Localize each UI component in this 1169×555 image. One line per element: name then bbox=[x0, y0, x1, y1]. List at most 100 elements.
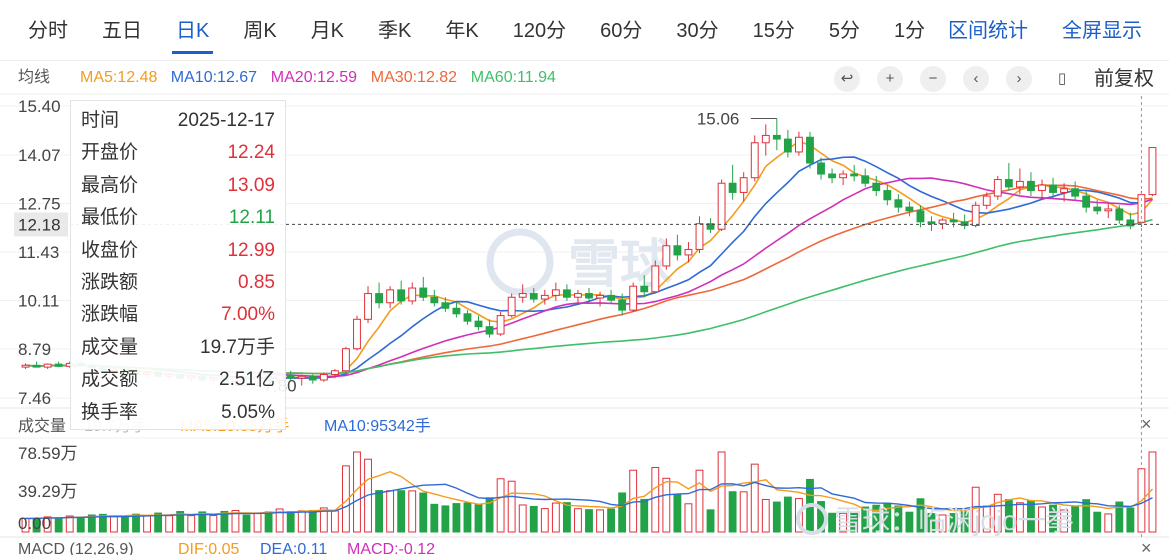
candle[interactable] bbox=[673, 234, 682, 261]
candle[interactable] bbox=[1093, 199, 1102, 215]
candle[interactable] bbox=[993, 175, 1002, 200]
candle[interactable] bbox=[1027, 172, 1035, 197]
candle[interactable] bbox=[319, 372, 328, 382]
candle[interactable] bbox=[629, 282, 638, 312]
tab-8[interactable]: 60分 bbox=[600, 20, 643, 42]
candle[interactable] bbox=[1004, 163, 1013, 191]
tab-6[interactable]: 年K bbox=[445, 20, 479, 42]
tab-3[interactable]: 周K bbox=[243, 20, 277, 42]
candle[interactable] bbox=[817, 157, 825, 180]
candle[interactable] bbox=[1049, 177, 1057, 198]
candle[interactable] bbox=[960, 214, 969, 230]
candle[interactable] bbox=[1115, 205, 1124, 224]
close-volume-icon[interactable]: × bbox=[1141, 414, 1152, 434]
candle[interactable] bbox=[905, 201, 914, 217]
candle[interactable] bbox=[839, 170, 848, 186]
candle[interactable] bbox=[850, 164, 859, 182]
candle[interactable] bbox=[32, 361, 41, 368]
candle[interactable] bbox=[419, 277, 428, 301]
candle[interactable] bbox=[794, 131, 803, 156]
candle[interactable] bbox=[861, 168, 870, 187]
candle[interactable] bbox=[408, 282, 417, 305]
candle[interactable] bbox=[308, 374, 317, 384]
interval-stats-button[interactable]: 区间统计 bbox=[948, 20, 1028, 42]
candle[interactable] bbox=[806, 131, 814, 169]
candle[interactable] bbox=[695, 216, 704, 254]
candle-style-icon[interactable]: ▯ bbox=[1057, 70, 1067, 87]
candle[interactable] bbox=[562, 284, 571, 301]
candle[interactable] bbox=[1060, 183, 1069, 202]
candle[interactable] bbox=[949, 212, 958, 228]
candle[interactable] bbox=[927, 216, 936, 232]
candle[interactable] bbox=[342, 346, 350, 373]
candle[interactable] bbox=[1082, 190, 1091, 213]
candle[interactable] bbox=[54, 361, 63, 368]
candle[interactable] bbox=[739, 172, 748, 202]
candle[interactable] bbox=[585, 288, 593, 301]
candle[interactable] bbox=[474, 315, 483, 331]
candle[interactable] bbox=[463, 310, 472, 325]
candle[interactable] bbox=[607, 289, 616, 303]
tab-2[interactable]: 日K bbox=[172, 0, 214, 62]
candle[interactable] bbox=[286, 370, 295, 380]
candle[interactable] bbox=[452, 300, 461, 318]
candle[interactable] bbox=[971, 201, 980, 228]
candle[interactable] bbox=[397, 280, 406, 305]
candle[interactable] bbox=[551, 282, 560, 301]
tab-4[interactable]: 月K bbox=[310, 20, 345, 42]
candle[interactable] bbox=[574, 289, 582, 305]
candle[interactable] bbox=[1038, 179, 1046, 200]
candle[interactable] bbox=[441, 297, 450, 312]
back-icon[interactable]: ↩ bbox=[834, 66, 860, 92]
tab-5[interactable]: 季K bbox=[378, 20, 412, 42]
candle[interactable] bbox=[353, 315, 361, 351]
candle[interactable] bbox=[783, 129, 792, 158]
candle[interactable] bbox=[750, 135, 759, 182]
candle[interactable] bbox=[1104, 203, 1113, 219]
candle[interactable] bbox=[618, 293, 627, 316]
adjust-mode-button[interactable]: 前复权 bbox=[1094, 68, 1154, 90]
candle[interactable] bbox=[43, 363, 52, 369]
tab-11[interactable]: 5分 bbox=[828, 20, 860, 42]
candle[interactable] bbox=[540, 289, 549, 305]
candle[interactable] bbox=[529, 288, 538, 303]
candle[interactable] bbox=[761, 124, 770, 156]
prev-icon[interactable]: ‹ bbox=[963, 66, 989, 92]
candle[interactable] bbox=[651, 260, 660, 294]
candle[interactable] bbox=[297, 374, 306, 386]
candle[interactable] bbox=[330, 368, 339, 379]
tab-7[interactable]: 120分 bbox=[512, 20, 567, 42]
candle[interactable] bbox=[662, 238, 671, 270]
candle[interactable] bbox=[1015, 168, 1024, 195]
tab-9[interactable]: 30分 bbox=[676, 20, 719, 42]
candle[interactable] bbox=[706, 218, 715, 233]
candle[interactable] bbox=[828, 168, 836, 184]
candle[interactable] bbox=[684, 242, 693, 263]
zoom-in-icon[interactable]: + bbox=[877, 66, 903, 92]
candle[interactable] bbox=[872, 175, 881, 197]
candle[interactable] bbox=[1126, 212, 1135, 230]
candle[interactable] bbox=[883, 185, 892, 206]
tab-12[interactable]: 1分 bbox=[893, 20, 926, 42]
candle[interactable] bbox=[938, 218, 947, 230]
tab-0[interactable]: 分时 bbox=[28, 20, 68, 42]
close-macd-icon[interactable]: × bbox=[1141, 538, 1152, 555]
candle[interactable] bbox=[1137, 190, 1146, 227]
candle[interactable] bbox=[894, 194, 903, 213]
candle[interactable] bbox=[386, 286, 395, 309]
tab-10[interactable]: 15分 bbox=[752, 20, 795, 42]
candle[interactable] bbox=[916, 205, 925, 228]
candle[interactable] bbox=[728, 164, 737, 200]
candle[interactable] bbox=[772, 118, 781, 151]
candle[interactable] bbox=[485, 319, 494, 338]
candle[interactable] bbox=[1071, 181, 1080, 200]
candle[interactable] bbox=[364, 286, 372, 323]
candle[interactable] bbox=[375, 282, 384, 309]
candle[interactable] bbox=[496, 311, 505, 336]
next-icon[interactable]: › bbox=[1006, 66, 1032, 92]
candle[interactable] bbox=[1148, 147, 1157, 197]
candle[interactable] bbox=[21, 363, 30, 369]
candle[interactable] bbox=[430, 289, 439, 307]
candle[interactable] bbox=[596, 291, 604, 307]
